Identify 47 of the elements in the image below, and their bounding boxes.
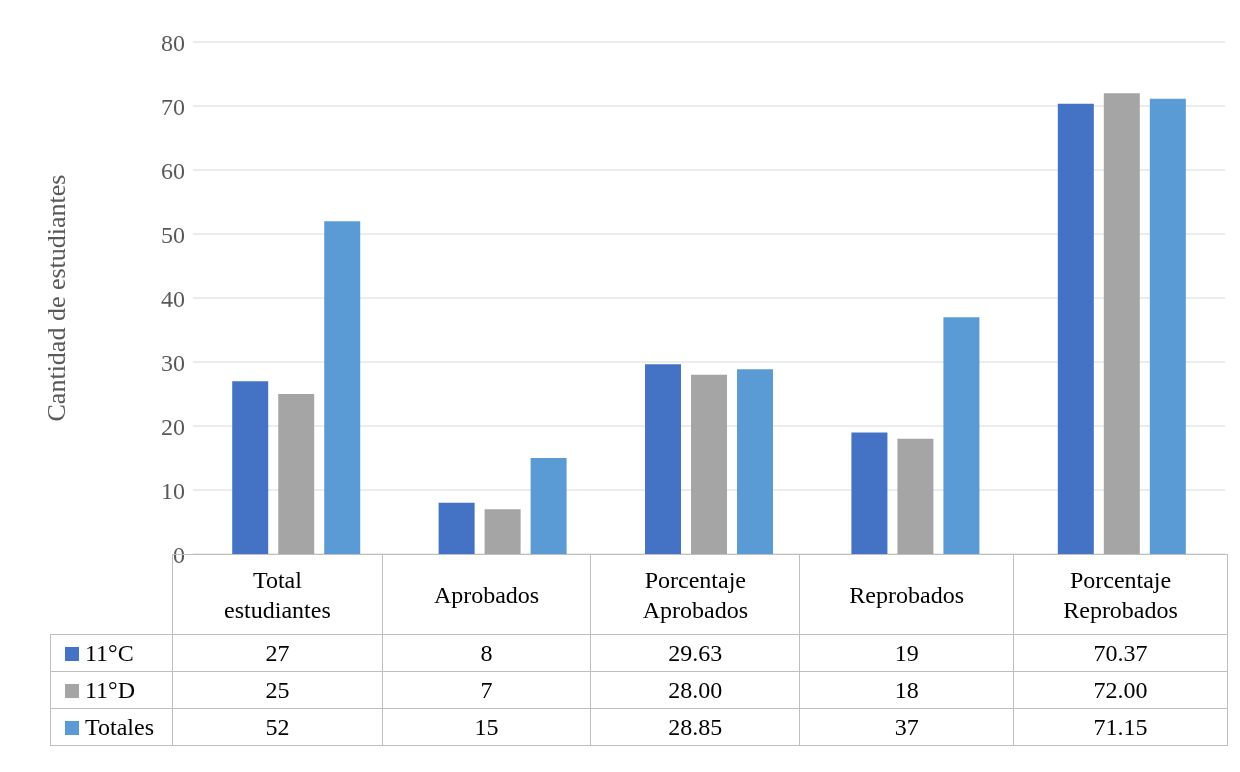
y-tick-label: 60 bbox=[161, 157, 185, 184]
bar bbox=[1057, 103, 1094, 554]
data-label: 8 bbox=[382, 634, 591, 672]
data-label: 15 bbox=[382, 708, 591, 746]
x-tick-label: Reprobados bbox=[799, 554, 1014, 635]
bar bbox=[530, 458, 567, 554]
y-tick-label: 10 bbox=[161, 477, 185, 504]
x-tick-label: Porcentaje Reprobados bbox=[1013, 554, 1228, 635]
data-label: 29.63 bbox=[590, 634, 800, 672]
bar bbox=[943, 317, 980, 554]
bar bbox=[737, 369, 774, 554]
x-tick-label: Total estudiantes bbox=[224, 566, 331, 623]
data-label: 70.37 bbox=[1013, 634, 1228, 672]
data-label: 18 bbox=[799, 671, 1014, 709]
bar bbox=[438, 502, 475, 554]
data-label: 72.00 bbox=[1013, 671, 1228, 709]
y-tick-label: 30 bbox=[161, 349, 185, 376]
bar bbox=[1103, 93, 1140, 554]
data-label: 52 bbox=[172, 708, 383, 746]
bar bbox=[324, 221, 361, 554]
bar bbox=[1149, 98, 1186, 554]
bar bbox=[897, 438, 934, 554]
legend-label: Totales bbox=[50, 708, 173, 746]
y-tick-label: 50 bbox=[161, 221, 185, 248]
data-label: 28.00 bbox=[590, 671, 800, 709]
y-axis-title: Cantidad de estudiantes bbox=[42, 174, 72, 422]
data-label: 7 bbox=[382, 671, 591, 709]
data-label: 27 bbox=[172, 634, 383, 672]
data-label: 71.15 bbox=[1013, 708, 1228, 746]
y-tick-label: 20 bbox=[161, 413, 185, 440]
data-label: 28.85 bbox=[590, 708, 800, 746]
bar bbox=[232, 381, 269, 554]
bar bbox=[851, 432, 888, 554]
y-tick-label: 40 bbox=[161, 285, 185, 312]
bar bbox=[484, 509, 521, 554]
data-label: 25 bbox=[172, 671, 383, 709]
bar bbox=[645, 364, 682, 554]
x-tick-label: Porcentaje Aprobados bbox=[590, 554, 800, 635]
legend-label: 11°D bbox=[50, 671, 173, 709]
legend-label: 11°C bbox=[50, 634, 173, 672]
y-tick-label: 70 bbox=[161, 93, 185, 120]
data-label: 19 bbox=[799, 634, 1014, 672]
data-label: 37 bbox=[799, 708, 1014, 746]
y-tick-label: 80 bbox=[161, 29, 185, 56]
bar bbox=[278, 394, 315, 554]
x-tick-label: Aprobados bbox=[382, 554, 591, 635]
bar bbox=[691, 374, 728, 554]
